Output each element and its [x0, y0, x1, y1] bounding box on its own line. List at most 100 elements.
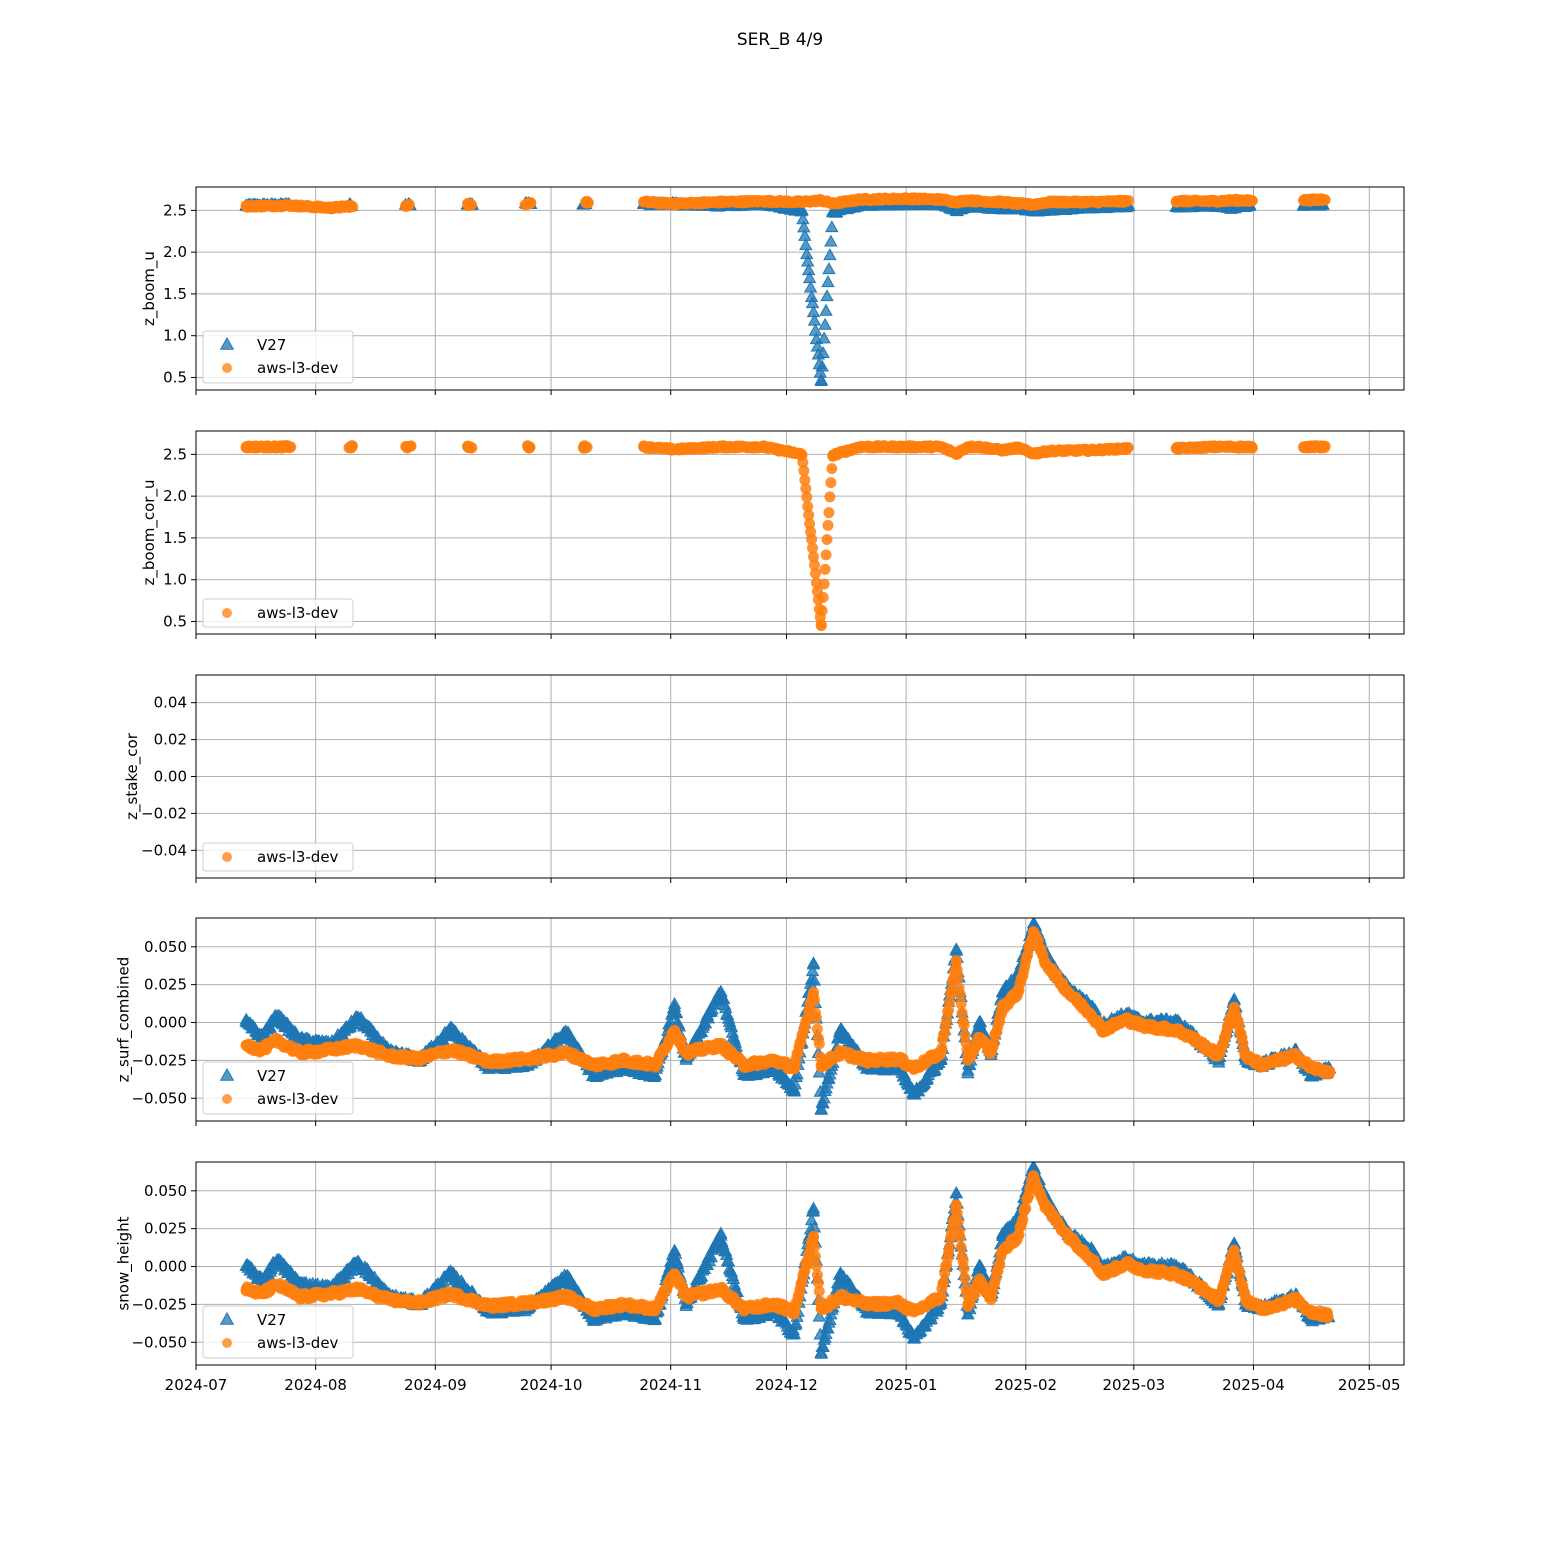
- data-point-aws-l3-dev: [344, 200, 356, 212]
- y-tick-label: 0.5: [163, 368, 187, 386]
- point-aws-l3-dev: [944, 996, 956, 1008]
- point-aws-l3-dev: [956, 1007, 968, 1019]
- data-point-v27: [239, 1015, 253, 1027]
- data-point-aws-l3-dev: [715, 196, 727, 208]
- data-point-aws-l3-dev: [796, 196, 808, 208]
- legend-box: [202, 842, 354, 872]
- axes-frame: [195, 186, 1405, 391]
- y-tick-label: 2.5: [163, 201, 187, 219]
- legend-label: aws-l3-dev: [257, 1090, 339, 1108]
- data-point-aws-l3-dev: [1136, 1020, 1148, 1032]
- data-point-aws-l3-dev: [997, 1001, 1009, 1013]
- data-point-aws-l3-dev: [344, 441, 356, 453]
- data-point-aws-l3-dev: [815, 620, 827, 632]
- point-aws-l3-dev: [822, 519, 834, 531]
- data-point-aws-l3-dev: [1255, 1059, 1267, 1071]
- y-tick-label: −0.050: [131, 1089, 187, 1107]
- y-tick-label: 1.5: [163, 529, 187, 547]
- data-point-aws-l3-dev: [402, 441, 414, 453]
- data-point-aws-l3-dev: [294, 1047, 306, 1059]
- point-aws-l3-dev: [799, 474, 811, 486]
- data-point-aws-l3-dev: [638, 441, 650, 453]
- data-point-v27: [351, 1254, 365, 1267]
- data-point-v27: [995, 984, 1010, 997]
- legend-label: aws-l3-dev: [257, 604, 339, 622]
- point-v27: [701, 1011, 716, 1024]
- data-point-aws-l3-dev: [796, 448, 808, 460]
- data-point-aws-l3-dev: [854, 441, 866, 453]
- data-point-aws-l3-dev: [618, 1054, 630, 1066]
- data-point-v27: [949, 942, 964, 955]
- data-point-aws-l3-dev: [788, 1062, 800, 1074]
- data-point-aws-l3-dev: [588, 1059, 600, 1071]
- data-point-aws-l3-dev: [240, 441, 252, 453]
- data-point-v27: [270, 1008, 284, 1021]
- point-v27: [815, 359, 829, 372]
- data-point-aws-l3-dev: [769, 1054, 781, 1066]
- data-point-aws-l3-dev: [962, 194, 974, 206]
- data-point-v27: [1227, 201, 1241, 214]
- point-aws-l3-dev: [821, 533, 833, 545]
- data-point-aws-l3-dev: [580, 196, 592, 208]
- point-aws-l3-dev: [808, 559, 820, 571]
- data-point-aws-l3-dev: [1209, 441, 1221, 453]
- data-point-aws-l3-dev: [1120, 1014, 1132, 1025]
- data-point-aws-l3-dev: [997, 444, 1009, 456]
- data-point-aws-l3-dev: [680, 1047, 692, 1059]
- data-point-v27: [1042, 202, 1056, 215]
- point-aws-l3-dev: [818, 578, 830, 590]
- point-aws-l3-dev: [813, 1038, 825, 1050]
- data-point-aws-l3-dev: [985, 1047, 997, 1059]
- data-point-v27: [806, 957, 821, 970]
- y-tick-label: 0.02: [154, 731, 187, 749]
- series-aws-l3-dev: [240, 192, 1331, 215]
- point-aws-l3-dev: [943, 1004, 955, 1016]
- point-v27: [821, 275, 835, 288]
- data-point-aws-l3-dev: [483, 1056, 495, 1068]
- data-point-aws-l3-dev: [1097, 1024, 1109, 1036]
- point-aws-l3-dev: [806, 533, 818, 545]
- data-point-aws-l3-dev: [1209, 195, 1221, 207]
- point-v27: [818, 317, 832, 330]
- data-point-v27: [293, 1277, 307, 1290]
- point-aws-l3-dev: [811, 1023, 823, 1035]
- data-point-aws-l3-dev: [271, 1035, 283, 1047]
- data-point-aws-l3-dev: [1228, 1001, 1240, 1013]
- data-point-aws-l3-dev: [1186, 1032, 1198, 1044]
- point-aws-l3-dev: [800, 483, 812, 495]
- data-point-aws-l3-dev: [935, 1047, 947, 1059]
- data-point-aws-l3-dev: [325, 202, 337, 214]
- point-aws-l3-dev: [816, 605, 828, 617]
- point-aws-l3-dev: [820, 549, 832, 561]
- data-point-v27: [648, 1068, 662, 1080]
- point-aws-l3-dev: [802, 501, 814, 513]
- legend-box: [202, 598, 354, 628]
- x-ticks: [195, 878, 1370, 883]
- legend-box: [202, 330, 354, 384]
- y-ticks: −0.04−0.020.000.020.04: [141, 694, 196, 859]
- data-point-aws-l3-dev: [1244, 441, 1256, 453]
- data-point-v27: [239, 1259, 253, 1271]
- data-point-aws-l3-dev: [464, 441, 476, 453]
- data-point-aws-l3-dev: [1170, 1024, 1182, 1036]
- data-point-aws-l3-dev: [1240, 1050, 1252, 1062]
- data-point-aws-l3-dev: [715, 1039, 727, 1051]
- point-aws-l3-dev: [807, 542, 819, 554]
- data-point-v27: [826, 205, 840, 218]
- point-v27: [805, 964, 820, 977]
- data-point-aws-l3-dev: [1043, 196, 1055, 208]
- legend-marker-aws-l3-dev: [222, 852, 232, 862]
- legend-marker-aws-l3-dev: [222, 608, 232, 618]
- data-point-aws-l3-dev: [892, 1053, 904, 1065]
- point-aws-l3-dev: [804, 518, 816, 530]
- data-point-aws-l3-dev: [1170, 195, 1182, 207]
- data-point-v27: [586, 1068, 601, 1080]
- data-point-aws-l3-dev: [1043, 445, 1055, 457]
- data-point-aws-l3-dev: [414, 1053, 426, 1065]
- data-point-aws-l3-dev: [935, 441, 947, 453]
- data-point-aws-l3-dev: [580, 441, 592, 453]
- data-point-aws-l3-dev: [283, 199, 295, 211]
- data-point-v27: [667, 999, 682, 1012]
- chart-panel-5: 2024-07 2024-08 2024-09 2024-10 2024-11 2024-…: [114, 1161, 1405, 1394]
